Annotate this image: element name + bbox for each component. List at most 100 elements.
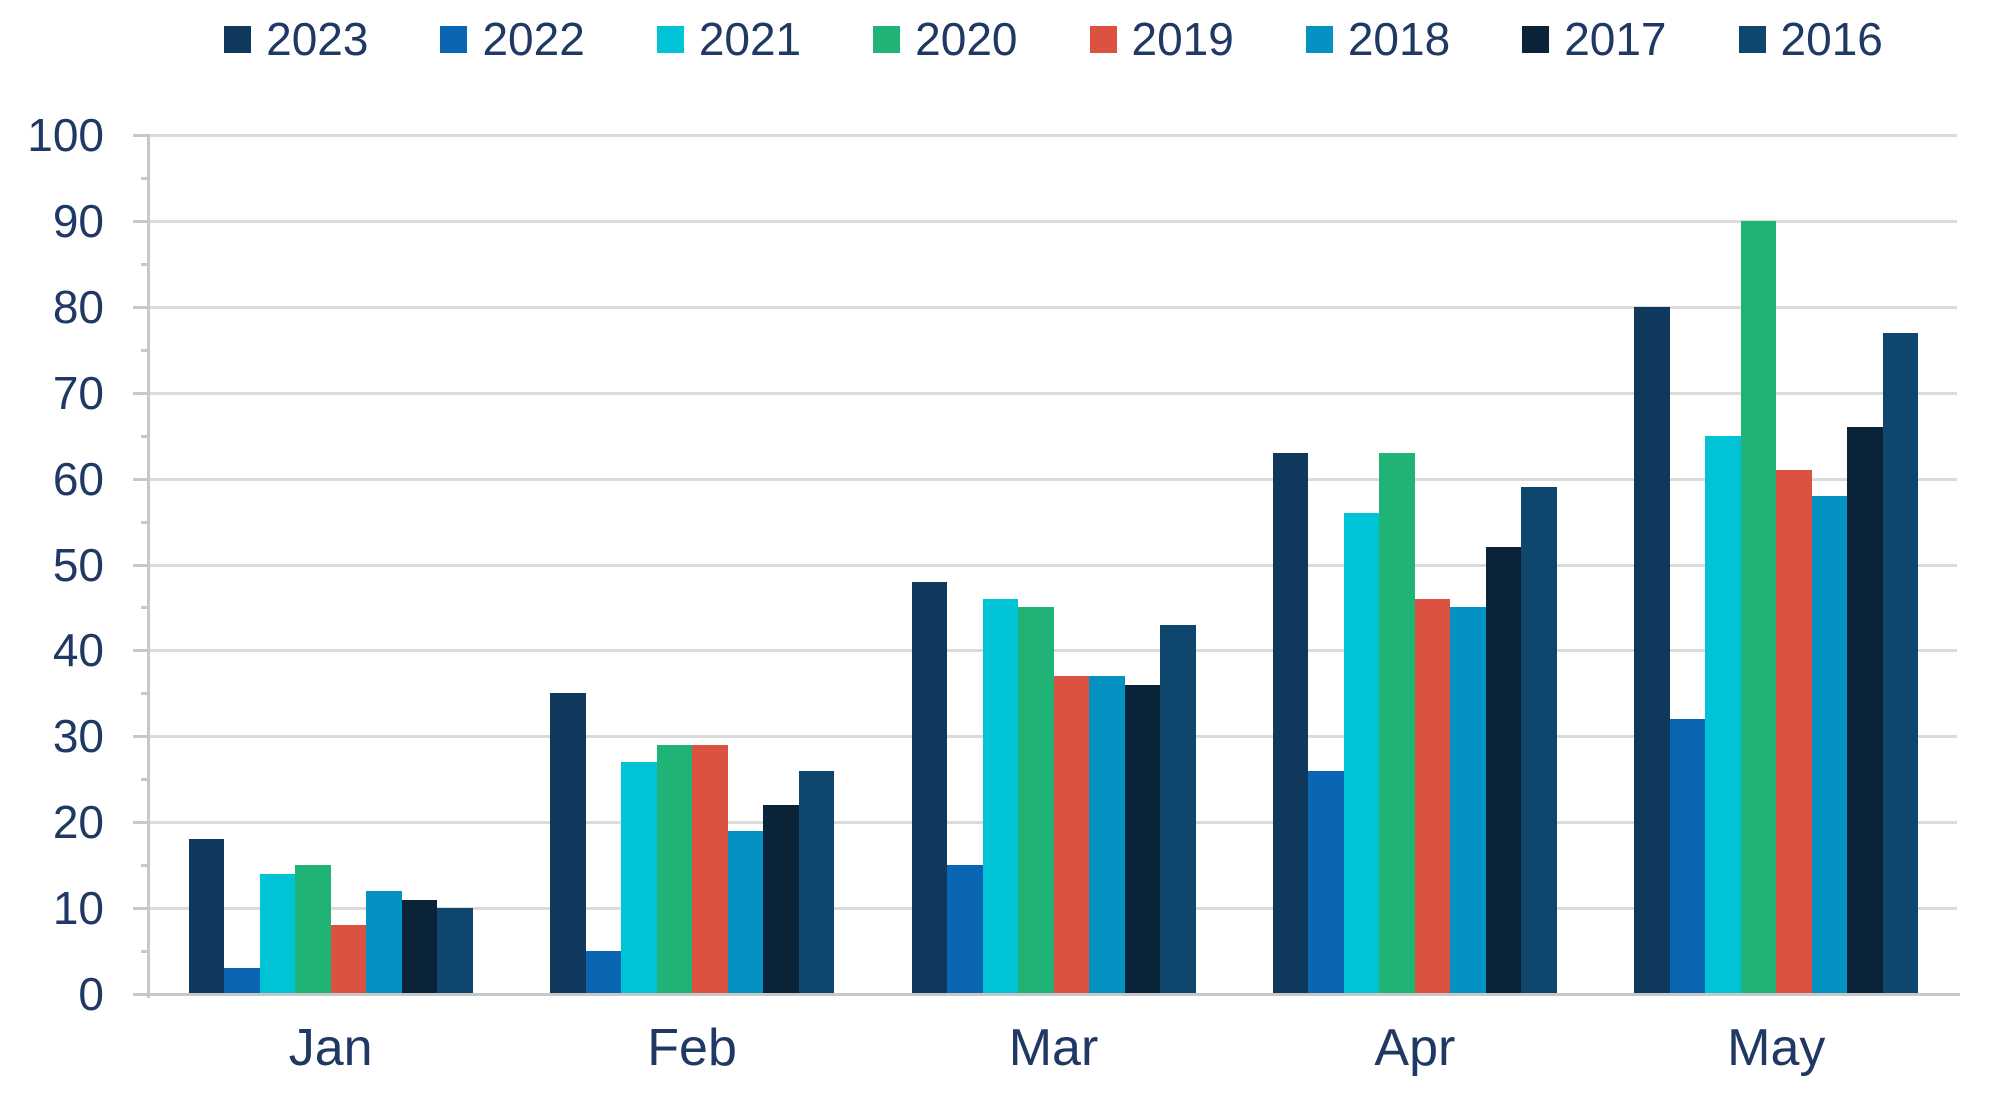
bar-2021-jan [259,873,296,994]
bar-2022-may [1669,719,1706,994]
legend-item-2022: 2022 [440,13,585,65]
y-minor-tick-85 [141,262,150,266]
bar-2019-mar [1053,676,1089,994]
bar-2020-feb [656,744,693,994]
x-axis-label-apr: Apr [1374,1019,1456,1077]
bar-2021-apr [1343,512,1380,994]
bar-2017-may [1847,427,1883,994]
bar-2017-apr [1485,547,1522,994]
y-minor-tick-55 [141,520,150,524]
y-major-tick-10 [133,907,150,911]
bar-2023-mar [911,581,947,994]
legend-label-2019: 2019 [1131,13,1234,65]
y-major-tick-100 [133,134,150,137]
legend-item-2021: 2021 [656,13,802,65]
x-axis-label-may: May [1727,1019,1826,1077]
bar-2021-may [1705,435,1741,994]
legend-label-2021: 2021 [698,13,802,65]
bar-2021-feb [621,762,657,994]
legend-item-2018: 2018 [1305,13,1451,65]
y-minor-tick-15 [141,864,150,868]
bar-2020-may [1740,220,1777,994]
bar-2023-apr [1272,452,1309,994]
bar-2019-jan [330,925,367,994]
y-major-tick-60 [133,477,150,481]
gridline-y70 [150,391,1957,395]
legend-label-2022: 2022 [482,13,585,65]
legend-label-2016: 2016 [1780,13,1883,65]
bar-2018-feb [727,830,764,994]
y-major-tick-90 [133,219,150,223]
bar-2020-jan [295,865,331,994]
y-minor-tick-65 [141,434,150,438]
legend-label-2017: 2017 [1564,13,1667,65]
legend-item-2019: 2019 [1089,13,1234,65]
legend-label-2018: 2018 [1347,13,1451,65]
bar-2020-mar [1018,607,1054,994]
bar-2017-mar [1124,684,1160,994]
bar-2019-apr [1414,598,1451,994]
bar-2022-feb [585,951,622,994]
legend-item-2020: 2020 [873,13,1018,65]
bar-2022-jan [224,968,260,994]
x-axis-label-jan: Jan [288,1019,373,1077]
bar-2023-feb [550,693,586,994]
bar-2016-apr [1521,487,1557,994]
legend-swatch-2018 [1305,25,1333,53]
y-minor-tick-75 [141,348,150,352]
y-axis-label-100: 100 [27,109,104,161]
chart-legend: 2023 2022 2021 2020 2019 2018 2017 2016 [150,16,1957,62]
legend-label-2020: 2020 [915,13,1018,65]
legend-swatch-2017 [1522,25,1550,53]
bar-2023-jan [188,839,225,994]
legend-swatch-2022 [440,25,468,53]
x-axis-line [133,993,1960,996]
y-major-tick-20 [133,821,150,825]
y-major-tick-70 [133,391,150,395]
bar-2016-mar [1160,624,1196,994]
y-axis-label-30: 30 [52,710,104,763]
y-axis-label-80: 80 [52,280,104,333]
y-axis-label-90: 90 [52,194,104,247]
legend-label-2023: 2023 [266,13,369,65]
gridline-y90 [150,219,1957,223]
bar-2017-feb [763,805,799,994]
bar-2018-mar [1089,676,1125,994]
gridline-y60 [150,477,1957,481]
bar-2018-apr [1450,607,1486,994]
gridline-y40 [150,649,1957,653]
bar-2019-may [1776,470,1812,994]
legend-item-2016: 2016 [1738,13,1883,65]
y-axis-label-0: 0 [78,968,104,1020]
legend-item-2023: 2023 [224,16,368,62]
bar-2020-apr [1379,452,1415,994]
gridline-y100 [150,134,1957,137]
bar-2022-mar [947,865,983,994]
bar-2021-mar [982,598,1018,994]
legend-swatch-2023 [224,25,252,53]
legend-swatch-2020 [873,25,901,53]
legend-swatch-2016 [1738,25,1766,53]
bar-2016-may [1882,332,1919,994]
y-minor-tick-45 [141,606,150,610]
y-major-tick-50 [133,563,150,567]
y-axis-label-10: 10 [52,882,104,935]
y-major-tick-40 [133,649,150,653]
legend-swatch-2019 [1089,25,1117,53]
legend-item-2017: 2017 [1522,13,1667,65]
gridline-y80 [150,305,1957,309]
gridline-y50 [150,563,1957,567]
y-axis-label-70: 70 [52,366,104,419]
y-major-tick-0 [133,993,150,996]
bar-2022-apr [1308,770,1344,994]
bar-2018-may [1811,495,1848,994]
y-axis-label-40: 40 [52,624,104,677]
bar-2019-feb [692,744,728,994]
y-minor-tick-5 [141,950,150,954]
y-axis-label-50: 50 [52,538,104,591]
bar-2016-jan [437,908,473,994]
y-minor-tick-35 [141,692,150,696]
x-axis-label-mar: Mar [1008,1019,1099,1077]
y-axis-line [147,135,150,998]
